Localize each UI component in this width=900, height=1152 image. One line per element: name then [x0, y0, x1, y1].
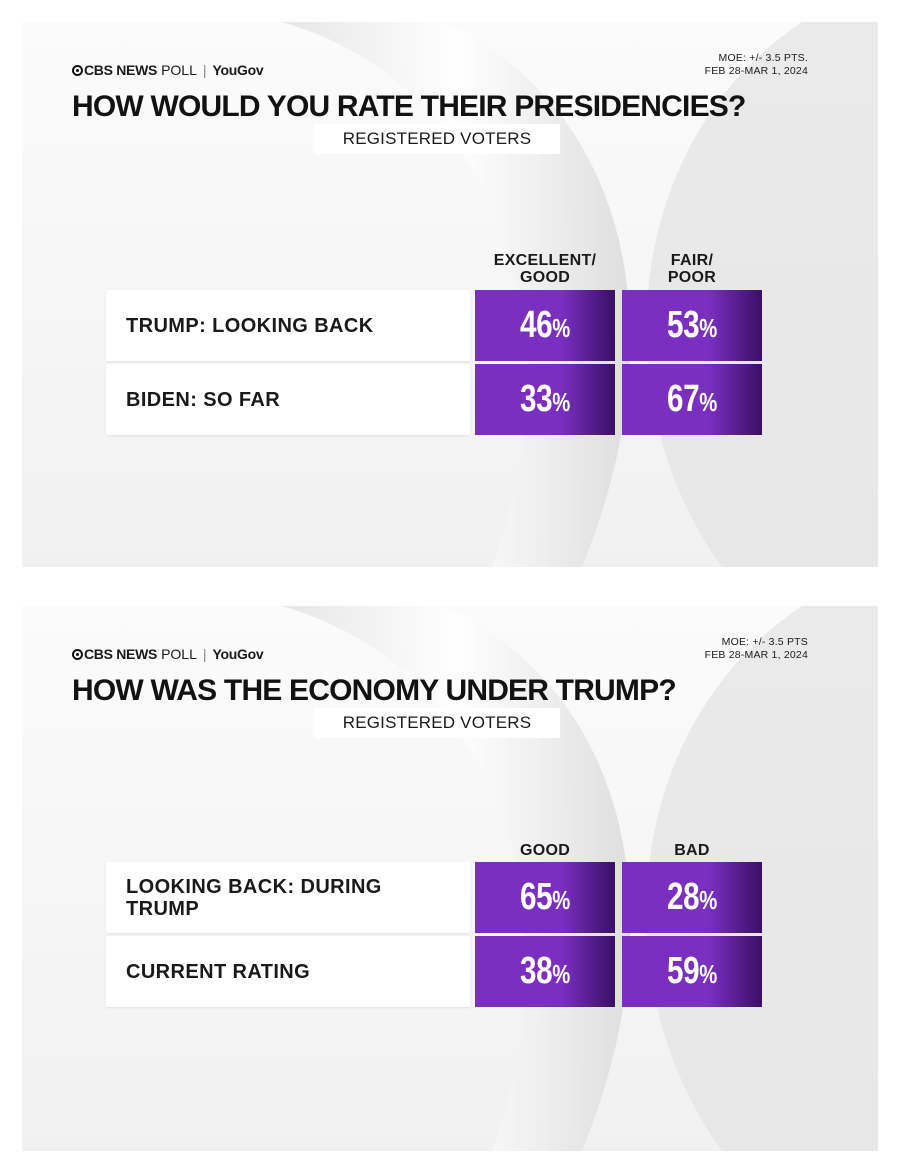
value-label: 28% [667, 876, 717, 918]
row-label: CURRENT RATING [106, 936, 470, 1007]
cbs-eye-icon [72, 64, 83, 76]
moe-line: MOE: +/- 3.5 PTS [721, 636, 808, 648]
chart-title: HOW WAS THE ECONOMY UNDER TRUMP? [72, 674, 677, 707]
poll-dates: FEB 28-MAR 1, 2024 [704, 649, 808, 661]
margin-of-error: MOE: +/- 3.5 PTS. FEB 28-MAR 1, 2024 [705, 52, 808, 78]
value-cell: 46% [475, 290, 615, 361]
brand-logo: CBS NEWS POLL | YouGov [72, 62, 264, 78]
brand-cbs-news: CBS NEWS [84, 646, 158, 662]
value-label: 65% [520, 876, 570, 918]
chart-title: HOW WOULD YOU RATE THEIR PRESIDENCIES? [72, 90, 746, 123]
column-header: GOOD [519, 842, 571, 859]
value-cell: 65% [475, 862, 615, 933]
brand-logo: CBS NEWS POLL | YouGov [72, 646, 264, 662]
poll-panel-economy: CBS NEWS POLL | YouGov MOE: +/- 3.5 PTS … [22, 606, 878, 1151]
value-cell: 33% [475, 364, 615, 435]
row-label: LOOKING BACK: DURING TRUMP [106, 862, 470, 933]
row-label: BIDEN: SO FAR [106, 364, 470, 435]
value-cell: 28% [622, 862, 762, 933]
poll-panel-presidencies: CBS NEWS POLL | YouGov MOE: +/- 3.5 PTS.… [22, 22, 878, 567]
brand-poll: POLL [161, 646, 197, 662]
value-label: 38% [520, 950, 570, 992]
brand-yougov: YouGov [212, 646, 264, 662]
value-label: 67% [667, 378, 717, 420]
moe-line: MOE: +/- 3.5 PTS. [718, 52, 808, 64]
poll-dates: FEB 28-MAR 1, 2024 [704, 65, 808, 77]
brand-cbs-news: CBS NEWS [84, 62, 158, 78]
brand-separator: | [202, 646, 207, 662]
value-cell: 67% [622, 364, 762, 435]
row-label: TRUMP: LOOKING BACK [106, 290, 470, 361]
brand-yougov: YouGov [212, 62, 264, 78]
column-header: BAD [674, 842, 710, 859]
value-label: 59% [667, 950, 717, 992]
value-cell: 59% [622, 936, 762, 1007]
brand-poll: POLL [161, 62, 197, 78]
chart-subtitle: REGISTERED VOTERS [314, 124, 560, 154]
value-cell: 38% [475, 936, 615, 1007]
value-label: 33% [520, 378, 570, 420]
column-header: FAIR/ POOR [667, 252, 717, 286]
cbs-eye-icon [72, 648, 83, 660]
value-cell: 53% [622, 290, 762, 361]
brand-separator: | [202, 62, 207, 78]
background-swoosh-graphic [282, 606, 878, 1151]
value-label: 46% [520, 304, 570, 346]
margin-of-error: MOE: +/- 3.5 PTS FEB 28-MAR 1, 2024 [705, 636, 808, 662]
chart-subtitle: REGISTERED VOTERS [314, 708, 560, 738]
value-label: 53% [667, 304, 717, 346]
column-header: EXCELLENT/ GOOD [493, 252, 597, 286]
